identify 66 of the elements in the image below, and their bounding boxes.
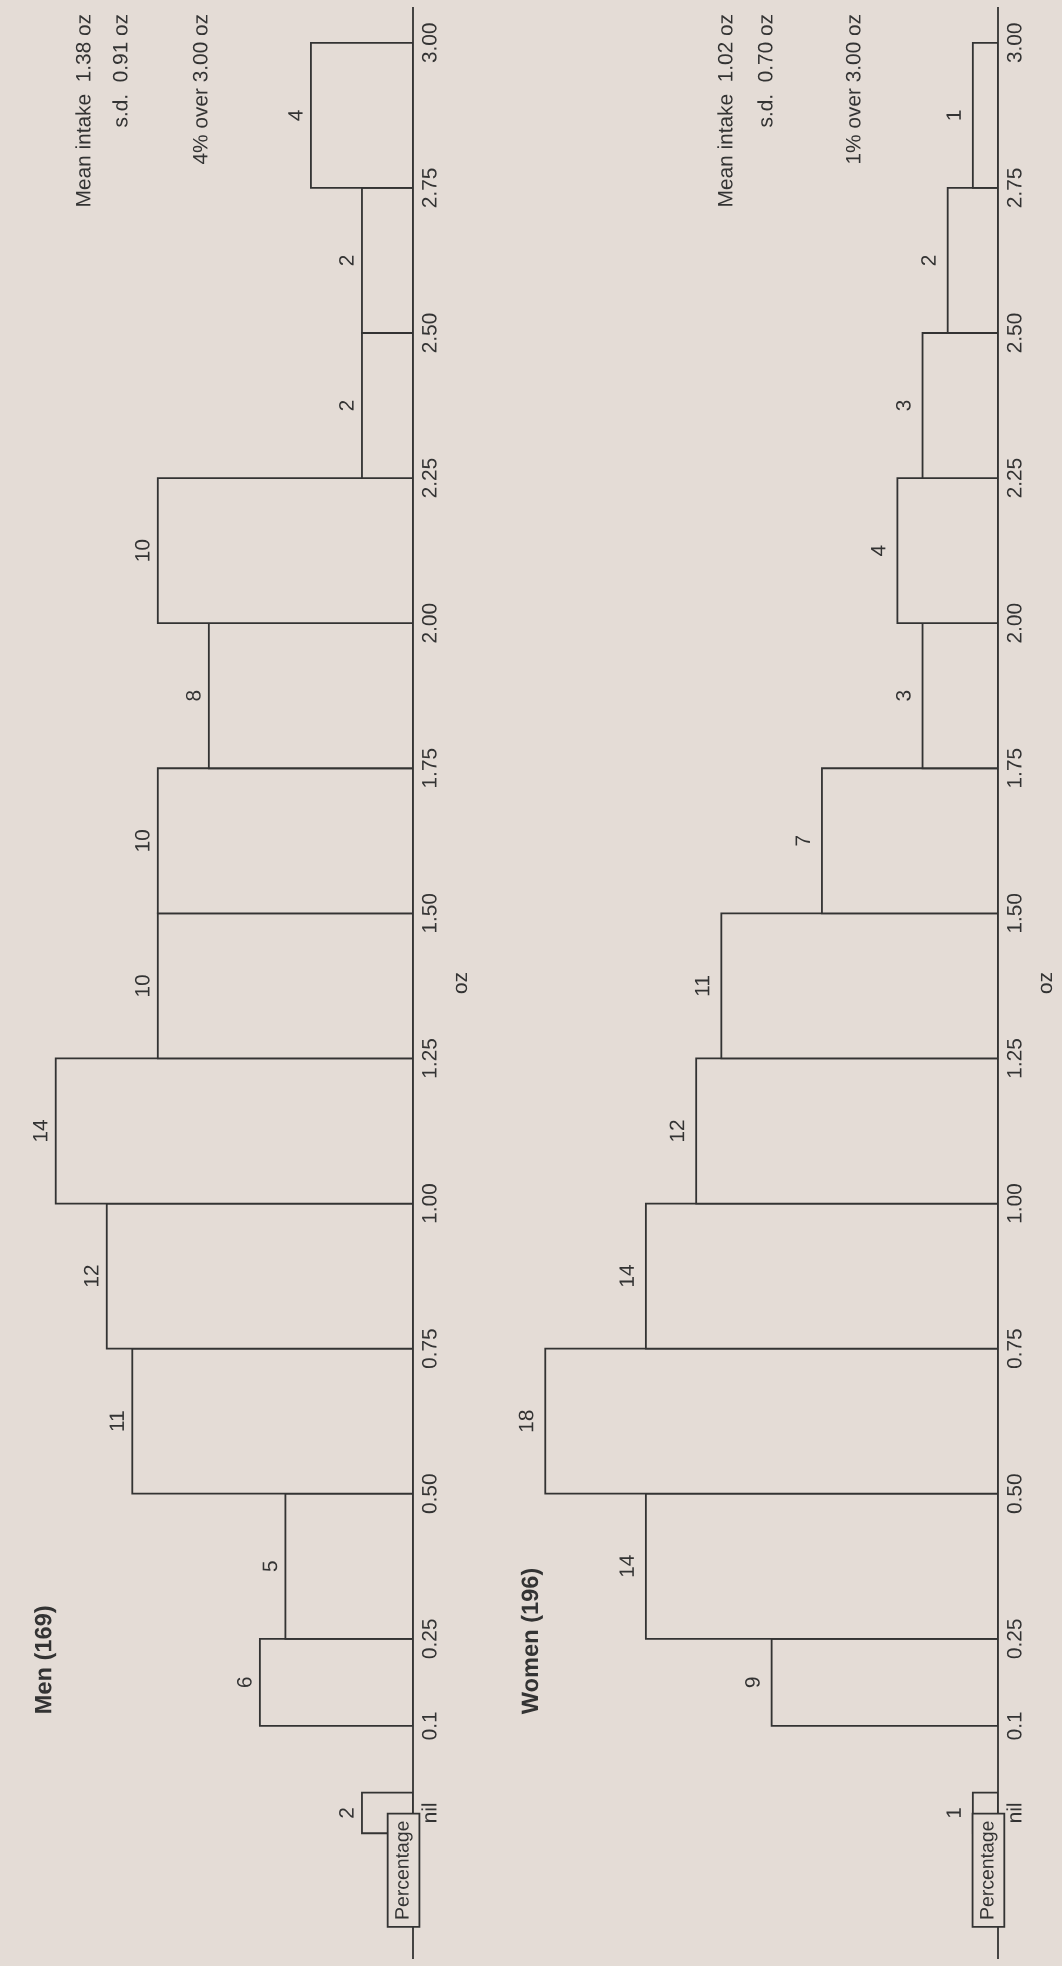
data-label: 18 bbox=[518, 1410, 534, 1432]
y-tick-label: 2.75 bbox=[421, 168, 437, 208]
y-tick-label: 1.75 bbox=[422, 748, 437, 787]
y-tick-label: 1.25 bbox=[421, 1039, 437, 1078]
annotation: 1% over 3.00 oz bbox=[845, 15, 861, 163]
y-tick-label: 0.75 bbox=[421, 1329, 437, 1369]
y-tick-label: 0.1 bbox=[421, 1712, 437, 1740]
y-tick-label: 0.75 bbox=[1006, 1329, 1022, 1369]
y-tick-label: 0.50 bbox=[1006, 1474, 1022, 1514]
y-tick-label: 0.25 bbox=[421, 1619, 437, 1659]
y-tick-label: 0.25 bbox=[1006, 1619, 1022, 1659]
data-label: 3 bbox=[895, 400, 911, 411]
data-label: 11 bbox=[694, 976, 710, 996]
data-label: 2 bbox=[339, 1808, 354, 1818]
annotation: Percentage bbox=[980, 1821, 998, 1919]
data-label: 2 bbox=[339, 255, 354, 266]
data-label: 4 bbox=[288, 110, 303, 121]
y-tick-label: 3.00 bbox=[1006, 23, 1022, 63]
y-tick-label: nil bbox=[1006, 1803, 1022, 1822]
data-label: 12 bbox=[669, 1120, 685, 1141]
y-tick-label: 2.75 bbox=[1006, 168, 1022, 208]
y-tick-label: 3.00 bbox=[421, 23, 437, 63]
data-label: 6 bbox=[236, 1677, 252, 1688]
y-tick-label: 1.75 bbox=[1007, 748, 1022, 787]
y-tick-label: 2.25 bbox=[1006, 458, 1022, 498]
data-label: 14 bbox=[619, 1555, 634, 1577]
y-tick-label: 1.50 bbox=[421, 893, 437, 933]
y-tick-label: 1.00 bbox=[1006, 1184, 1022, 1223]
y-axis-title: oz bbox=[1040, 973, 1053, 994]
data-label: 11 bbox=[109, 1411, 124, 1431]
data-label: 9 bbox=[745, 1677, 760, 1688]
data-label: 12 bbox=[83, 1265, 99, 1287]
annotation: 4% over 3.00 oz bbox=[192, 15, 208, 165]
y-tick-label: 2.25 bbox=[421, 458, 437, 498]
data-label: 3 bbox=[895, 690, 911, 701]
text: Men (169) bbox=[34, 1606, 57, 1713]
y-axis-title: oz bbox=[455, 973, 468, 994]
annotation: s.d. 0.91 oz bbox=[112, 15, 128, 127]
annotation: Mean intake 1.38 oz bbox=[75, 15, 91, 206]
data-label: 14 bbox=[33, 1120, 48, 1141]
annotation: Mean intake 1.02 oz bbox=[717, 15, 733, 206]
y-tick-label: 1.00 bbox=[421, 1184, 437, 1223]
data-label: 10 bbox=[134, 830, 150, 851]
text: Women (196) bbox=[520, 1568, 543, 1715]
data-label: 4 bbox=[871, 545, 886, 556]
annotation: s.d. 0.70 oz bbox=[757, 15, 773, 127]
data-label: 14 bbox=[619, 1265, 634, 1287]
y-tick-label: 1.50 bbox=[1006, 893, 1022, 933]
y-tick-label: 2.50 bbox=[1006, 313, 1022, 353]
data-label: 7 bbox=[795, 836, 810, 846]
data-label: 1 bbox=[946, 1808, 961, 1818]
data-label: 2 bbox=[339, 400, 354, 411]
data-label: 1 bbox=[946, 110, 961, 120]
data-label: 8 bbox=[185, 690, 201, 701]
data-label: 5 bbox=[262, 1561, 278, 1572]
y-tick-label: 1.25 bbox=[1006, 1039, 1022, 1078]
y-tick-label: 0.1 bbox=[1006, 1712, 1022, 1740]
data-label: 2 bbox=[921, 255, 936, 266]
y-tick-label: 2.50 bbox=[421, 313, 437, 353]
data-label: 10 bbox=[134, 975, 150, 996]
y-tick-label: nil bbox=[421, 1803, 437, 1822]
data-label: 10 bbox=[134, 539, 150, 561]
y-tick-label: 2.00 bbox=[421, 603, 437, 643]
annotation: Percentage bbox=[395, 1821, 413, 1919]
y-tick-label: 0.50 bbox=[421, 1474, 437, 1514]
y-tick-label: 2.00 bbox=[1006, 603, 1022, 643]
